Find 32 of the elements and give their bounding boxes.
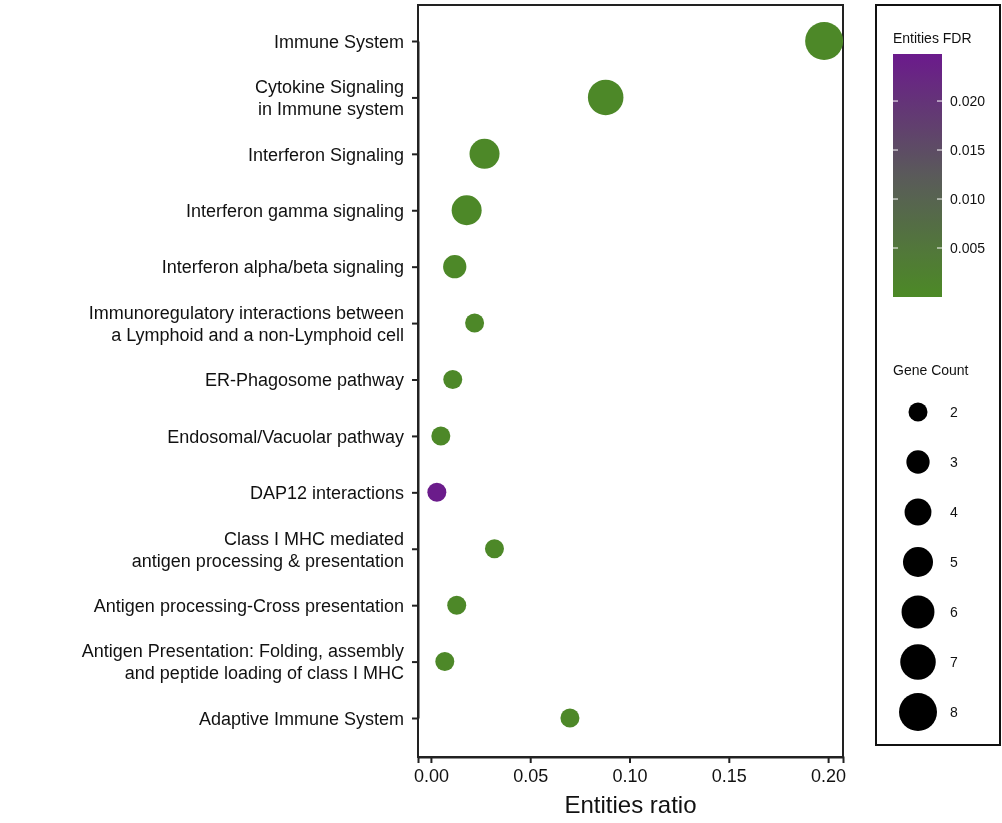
color-bar-label: 0.020 (950, 93, 986, 110)
legend-label: 4 (950, 503, 958, 520)
x-tick-label: 0.20 (811, 766, 847, 787)
y-tick-label: Immunoregulatory interactions between a Lymphoid and a non-Lymphoid cell (88, 302, 404, 345)
y-tick-label: Adaptive Immune System (198, 708, 404, 729)
y-tick-label: Interferon Signaling (247, 144, 404, 165)
legend-label: 6 (950, 603, 958, 620)
legend-label: 8 (950, 703, 958, 720)
legend-label: 7 (950, 653, 958, 670)
y-tick-label: Interferon gamma signaling (185, 201, 404, 222)
y-tick-label: Antigen Presentation: Folding, assembly and peptide loading of class I MHC (81, 641, 404, 684)
y-tick-label: DAP12 interactions (249, 483, 404, 504)
legend-label: 2 (950, 403, 958, 420)
color-bar-title: Entities FDR (893, 30, 972, 46)
legend-title: Gene Count (893, 362, 969, 378)
x-axis-title: Entities ratio (564, 791, 697, 818)
x-tick-label: 0.10 (612, 766, 648, 787)
y-tick-label: Interferon alpha/beta signaling (161, 257, 404, 278)
color-bar-label: 0.005 (950, 239, 986, 256)
y-tick-label: ER-Phagosome pathway (204, 370, 404, 391)
color-bar-label: 0.015 (950, 142, 986, 158)
color-bar-label: 0.010 (950, 191, 986, 207)
legend-label: 5 (950, 553, 958, 570)
y-tick-label: Endosomal/Vacuolar pathway (167, 426, 404, 447)
y-tick-label: Cytokine Signaling in Immune system (254, 77, 404, 120)
x-tick-label: 0.05 (513, 766, 549, 787)
legend-label: 3 (950, 453, 958, 470)
y-tick-label: Immune System (273, 31, 404, 52)
y-tick-label: Class I MHC mediated antigen processing & presentation (131, 528, 404, 571)
x-tick-label: 0.15 (711, 766, 747, 787)
y-tick-label: Antigen processing-Cross presentation (93, 595, 404, 616)
x-tick-label: 0.00 (413, 766, 449, 787)
